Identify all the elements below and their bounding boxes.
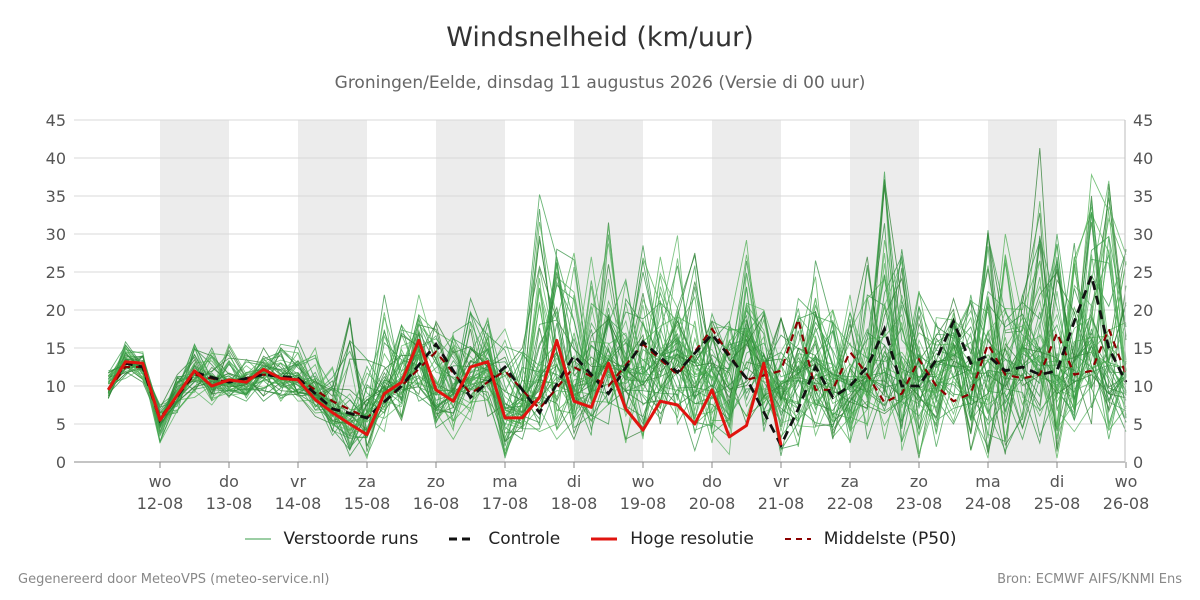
xtick-date-8: 20-08 bbox=[689, 494, 736, 513]
legend-item-ensemble: Verstoorde runs bbox=[244, 529, 419, 549]
ytick-right-20: 20 bbox=[1133, 301, 1153, 320]
xtick-date-10: 22-08 bbox=[827, 494, 874, 513]
xtick-day-10: za bbox=[841, 472, 859, 491]
legend-swatch-control bbox=[449, 537, 476, 541]
xtick-date-7: 19-08 bbox=[620, 494, 667, 513]
ytick-left-35: 35 bbox=[46, 187, 66, 206]
legend: Verstoorde runs Controle Hoge resolutie … bbox=[0, 529, 1200, 549]
xtick-date-11: 23-08 bbox=[896, 494, 943, 513]
xtick-day-9: vr bbox=[773, 472, 789, 491]
ytick-right-0: 0 bbox=[1133, 453, 1143, 472]
ytick-left-15: 15 bbox=[46, 339, 66, 358]
ytick-right-30: 30 bbox=[1133, 225, 1153, 244]
xtick-day-12: ma bbox=[975, 472, 1000, 491]
xtick-day-8: do bbox=[702, 472, 722, 491]
ytick-right-15: 15 bbox=[1133, 339, 1153, 358]
ytick-left-0: 0 bbox=[56, 453, 66, 472]
xtick-day-4: zo bbox=[427, 472, 445, 491]
ytick-right-45: 45 bbox=[1133, 111, 1153, 130]
ytick-right-40: 40 bbox=[1133, 149, 1153, 168]
xtick-day-14: wo bbox=[1115, 472, 1138, 491]
ensemble-runs bbox=[107, 148, 1127, 460]
chart-title: Windsnelheid (km/uur) bbox=[446, 22, 754, 53]
xtick-date-12: 24-08 bbox=[965, 494, 1012, 513]
ensemble-run-46 bbox=[107, 171, 1127, 449]
ensemble-run-49 bbox=[107, 225, 1127, 439]
shade-band-2 bbox=[436, 120, 505, 462]
ytick-left-45: 45 bbox=[46, 111, 66, 130]
xtick-date-4: 16-08 bbox=[413, 494, 460, 513]
legend-item-control: Controle bbox=[448, 529, 560, 549]
footer-generated: Gegenereerd door MeteoVPS (meteo-service… bbox=[18, 572, 330, 587]
ytick-left-10: 10 bbox=[46, 377, 66, 396]
legend-swatch-median bbox=[784, 538, 811, 540]
ensemble-run-39 bbox=[107, 206, 1127, 455]
ytick-left-5: 5 bbox=[56, 415, 66, 434]
xtick-date-9: 21-08 bbox=[758, 494, 805, 513]
xtick-day-13: di bbox=[1050, 472, 1065, 491]
xtick-day-1: do bbox=[219, 472, 239, 491]
xtick-date-5: 17-08 bbox=[482, 494, 529, 513]
legend-swatch-hires bbox=[591, 537, 618, 541]
ytick-right-5: 5 bbox=[1133, 415, 1143, 434]
ytick-left-20: 20 bbox=[46, 301, 66, 320]
ytick-left-30: 30 bbox=[46, 225, 66, 244]
median-line bbox=[107, 315, 1128, 421]
chart-subtitle: Groningen/Eelde, dinsdag 11 augustus 202… bbox=[334, 73, 866, 93]
ytick-left-25: 25 bbox=[46, 263, 66, 282]
legend-item-hires: Hoge resolutie bbox=[590, 529, 754, 549]
ytick-right-10: 10 bbox=[1133, 377, 1153, 396]
xtick-date-2: 14-08 bbox=[275, 494, 322, 513]
xtick-day-6: di bbox=[567, 472, 582, 491]
legend-label-median: Middelste (P50) bbox=[823, 529, 957, 549]
xtick-day-0: wo bbox=[149, 472, 172, 491]
xtick-date-0: 12-08 bbox=[137, 494, 184, 513]
legend-item-median: Middelste (P50) bbox=[784, 529, 957, 549]
ytick-left-40: 40 bbox=[46, 149, 66, 168]
xtick-date-6: 18-08 bbox=[551, 494, 598, 513]
footer-source: Bron: ECMWF AIFS/KNMI Ens bbox=[997, 572, 1182, 587]
xtick-day-3: za bbox=[358, 472, 376, 491]
legend-label-control: Controle bbox=[488, 529, 561, 549]
ytick-right-35: 35 bbox=[1133, 187, 1153, 206]
xtick-day-11: zo bbox=[910, 472, 928, 491]
legend-label-hires: Hoge resolutie bbox=[630, 529, 754, 549]
xtick-day-2: vr bbox=[290, 472, 306, 491]
hires-line bbox=[107, 338, 783, 446]
xtick-day-7: wo bbox=[632, 472, 655, 491]
legend-swatch-ensemble bbox=[244, 538, 271, 540]
ensemble-run-33 bbox=[107, 256, 1127, 439]
xtick-day-5: ma bbox=[492, 472, 517, 491]
ytick-right-25: 25 bbox=[1133, 263, 1153, 282]
xtick-date-3: 15-08 bbox=[344, 494, 391, 513]
xtick-date-1: 13-08 bbox=[206, 494, 253, 513]
main-series bbox=[107, 271, 1128, 449]
legend-label-ensemble: Verstoorde runs bbox=[283, 529, 419, 549]
axes: 0 0 5 5 10 10 15 15 20 20 25 25 30 30 35 35 40 40 45 45 wo 12… bbox=[46, 111, 1154, 513]
xtick-date-14: 26-08 bbox=[1103, 494, 1150, 513]
xtick-date-13: 25-08 bbox=[1034, 494, 1081, 513]
ensemble-run-43 bbox=[108, 217, 1127, 444]
ensemble-run-40 bbox=[107, 184, 1127, 443]
control-line bbox=[107, 271, 1128, 449]
